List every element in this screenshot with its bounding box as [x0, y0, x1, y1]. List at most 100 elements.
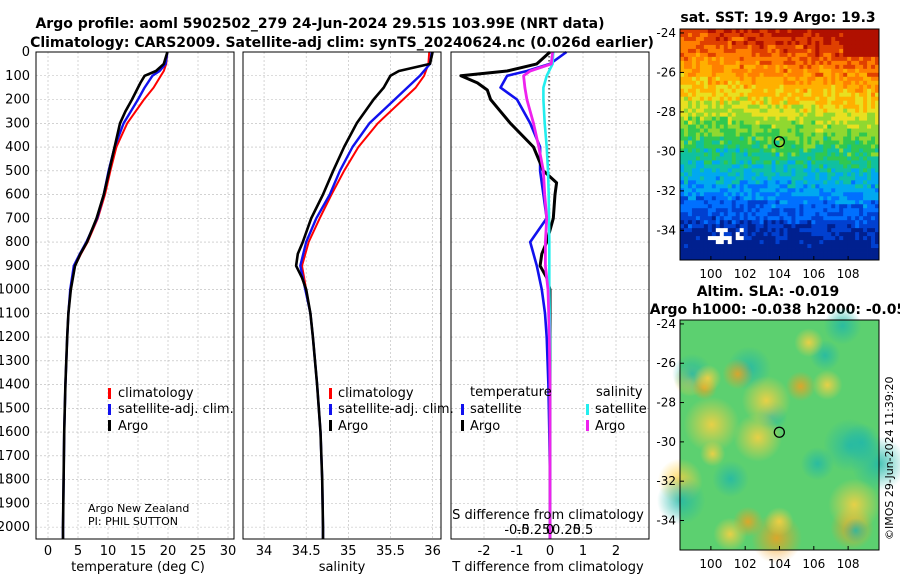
sst-cell	[763, 152, 768, 157]
sst-cell	[695, 216, 701, 221]
sst-cell	[811, 212, 816, 217]
sst-cell	[839, 92, 844, 98]
sst-cell	[827, 188, 832, 193]
sst-cell	[743, 36, 749, 42]
sst-cell	[803, 188, 808, 193]
map-y-tick-label: -24	[656, 317, 676, 331]
sst-cell	[775, 92, 780, 98]
sst-cell	[771, 120, 776, 125]
sst-cell	[707, 152, 713, 157]
sst-cell	[735, 200, 741, 205]
sst-cell	[755, 60, 760, 66]
sst-cell	[755, 48, 760, 54]
sst-cell	[779, 48, 784, 54]
sst-cell	[831, 160, 836, 165]
sst-cell	[755, 172, 760, 177]
sst-cell	[735, 244, 741, 249]
sst-cell	[843, 116, 848, 121]
sst-cell	[811, 252, 816, 257]
sst-cell	[683, 116, 689, 121]
sst-cell	[831, 116, 836, 121]
sst-cell	[795, 40, 800, 46]
sst-cell	[859, 104, 864, 110]
sst-cell	[735, 180, 741, 185]
sst-cell	[727, 256, 733, 261]
sst-cell	[727, 200, 733, 205]
sst-cell	[755, 224, 760, 229]
sst-cell	[763, 72, 768, 78]
sst-cell	[719, 204, 725, 209]
sst-cell	[751, 192, 757, 197]
sst-cell	[691, 224, 697, 229]
sst-cell	[827, 216, 832, 221]
sst-cell	[699, 108, 705, 114]
sst-cell	[839, 52, 844, 58]
sst-cell	[727, 180, 733, 185]
sst-cell	[735, 44, 741, 50]
sst-cell	[771, 32, 776, 38]
sst-cell	[699, 172, 705, 177]
sst-cell	[871, 144, 876, 149]
sst-cell	[727, 64, 733, 70]
sla-blob	[823, 306, 862, 345]
sst-cell	[711, 52, 717, 58]
sst-cell	[843, 60, 848, 66]
sst-cell	[875, 36, 880, 42]
sst-cell	[711, 256, 717, 261]
sst-cell	[851, 180, 856, 185]
map-y-tick-label: -30	[656, 435, 676, 449]
sst-cell	[775, 240, 780, 245]
sst-cell	[803, 256, 808, 261]
sst-cell	[823, 100, 828, 106]
sst-cell	[747, 116, 753, 121]
sst-cell	[680, 256, 685, 261]
sst-cell	[699, 44, 705, 50]
sst-cell	[731, 48, 737, 54]
sst-cell	[775, 216, 780, 221]
sst-cell	[683, 244, 689, 249]
sst-cell	[851, 192, 856, 197]
sst-cell	[859, 108, 864, 114]
sst-cell	[763, 244, 768, 249]
sst-cell	[851, 36, 856, 42]
sst-cell	[771, 180, 776, 185]
sst-cell	[775, 36, 780, 42]
sst-cell	[867, 116, 872, 121]
figure-title-line1: Argo profile: aoml 5902502_279 24-Jun-20…	[35, 16, 604, 32]
sst-cell	[747, 208, 753, 213]
sst-cell	[687, 108, 693, 114]
sst-cell	[803, 236, 808, 241]
sst-cell	[759, 244, 764, 249]
sst-cell	[823, 160, 828, 165]
sst-cell	[831, 84, 836, 90]
depth-tick-label: 1100	[0, 306, 30, 321]
sst-cell	[687, 80, 693, 86]
sst-cell	[751, 48, 757, 54]
sst-cell	[703, 200, 709, 205]
sst-cell	[707, 112, 713, 118]
sst-cell	[787, 232, 792, 237]
sst-cell	[699, 252, 705, 257]
sst-cell	[691, 88, 697, 94]
sst-cell	[775, 108, 780, 114]
sst-cell	[723, 120, 729, 125]
sst-cell	[815, 208, 820, 213]
sst-cell	[735, 252, 741, 257]
sst-cell	[835, 48, 840, 54]
sst-cell	[775, 96, 780, 102]
depth-tick-label: 600	[5, 188, 30, 203]
sst-cell	[863, 244, 868, 249]
difference-xlabel: T difference from climatology	[451, 560, 644, 575]
sst-cell	[831, 212, 836, 217]
sst-cell	[783, 240, 788, 245]
sst-cell	[695, 132, 701, 137]
sst-cell	[743, 256, 749, 261]
sst-cell	[719, 112, 725, 118]
sst-cell	[711, 128, 717, 133]
sst-cell	[783, 76, 788, 82]
sst-cell	[835, 124, 840, 129]
sst-cell	[755, 208, 760, 213]
sst-cell	[727, 224, 733, 229]
sst-cell	[751, 100, 757, 106]
sst-cell	[759, 248, 764, 253]
